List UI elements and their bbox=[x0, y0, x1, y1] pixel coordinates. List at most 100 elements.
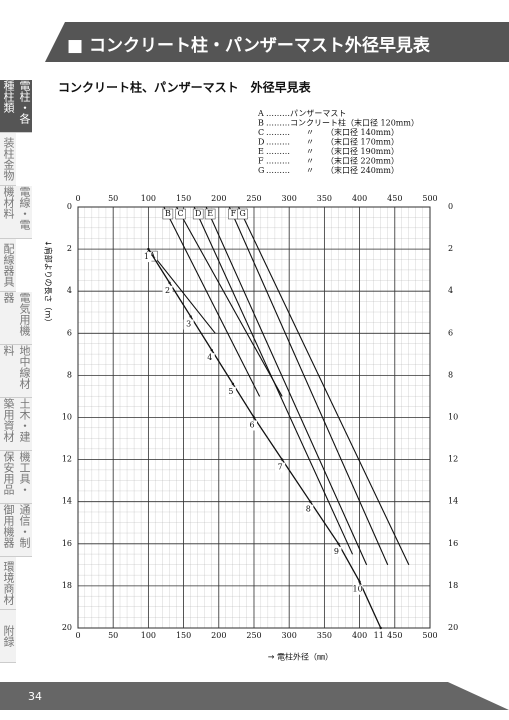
series-line bbox=[147, 248, 216, 334]
point-label: 2 bbox=[165, 286, 170, 295]
series-label: C bbox=[177, 209, 183, 218]
y-tick-label: 0 bbox=[67, 202, 72, 211]
y-tick-label: 8 bbox=[67, 370, 72, 379]
y-tick-label: 20 bbox=[62, 623, 72, 632]
y-tick-label: 10 bbox=[62, 413, 72, 422]
x-tick-label: 50 bbox=[108, 194, 118, 203]
x-tick-label: 450 bbox=[387, 194, 402, 203]
point-label: 1 bbox=[144, 252, 149, 261]
scale-point bbox=[168, 281, 171, 284]
series-label-box bbox=[237, 208, 248, 220]
sidebar-tab[interactable]: 配線器具 bbox=[0, 239, 16, 292]
point-label-box bbox=[303, 504, 314, 515]
y-tick-label: 12 bbox=[62, 455, 72, 464]
series-line bbox=[238, 206, 410, 566]
y-tick-label: 6 bbox=[448, 328, 453, 337]
x-tick-label: 450 bbox=[387, 631, 402, 640]
series-line bbox=[163, 206, 261, 397]
x-tick-label: 100 bbox=[141, 194, 156, 203]
y-tick-label: 18 bbox=[448, 581, 458, 590]
y-tick-label: 16 bbox=[448, 539, 458, 548]
sidebar-tab[interactable]: 通信・制御用機器 bbox=[0, 504, 32, 557]
legend-text: ……… 〃 （末口径 190mm） bbox=[266, 146, 399, 156]
series-label: B bbox=[165, 209, 171, 218]
sidebar-tab[interactable]: 装柱金物 bbox=[0, 133, 16, 186]
sidebar-tab[interactable]: 電線・電機材料 bbox=[0, 186, 32, 239]
series-line bbox=[193, 206, 354, 555]
page-number: 34 bbox=[28, 690, 42, 703]
scale-point bbox=[147, 247, 150, 251]
point-label: 11 bbox=[374, 631, 384, 640]
legend-text: ………パンザーマスト bbox=[266, 109, 346, 118]
footer: 34 bbox=[0, 682, 509, 710]
sidebar-tab[interactable]: 電気用機器 bbox=[0, 292, 32, 345]
y-tick-label: 20 bbox=[448, 623, 458, 632]
x-tick-label: 350 bbox=[317, 631, 332, 640]
point-label: 6 bbox=[249, 421, 254, 430]
x-tick-label: 50 bbox=[108, 631, 118, 640]
sidebar-tab[interactable]: 地中線材料 bbox=[0, 345, 32, 398]
sidebar-tab[interactable]: 電柱・各種柱類 bbox=[0, 80, 32, 133]
point-label-box bbox=[275, 462, 286, 473]
series-label: G bbox=[239, 209, 245, 218]
scale-point bbox=[309, 500, 312, 503]
x-tick-label: 200 bbox=[211, 631, 226, 640]
legend-text: ………コンクリート柱（末口径 120mm） bbox=[266, 118, 419, 128]
series-label: F bbox=[231, 209, 237, 218]
point-label-box bbox=[204, 353, 215, 364]
sidebar-tab[interactable]: 土木・建築用資材 bbox=[0, 398, 32, 451]
legend-text: ……… 〃 （末口径 140mm） bbox=[266, 127, 399, 137]
y-tick-label: 14 bbox=[448, 497, 458, 506]
point-label: 9 bbox=[334, 547, 339, 556]
x-tick-label: 350 bbox=[317, 194, 332, 203]
sidebar-tab[interactable]: 附録 bbox=[0, 610, 16, 663]
legend-key: G bbox=[258, 166, 264, 175]
x-tick-label: 250 bbox=[246, 631, 261, 640]
legend-key: F bbox=[258, 157, 264, 166]
x-tick-label: 300 bbox=[282, 194, 297, 203]
point-label-box bbox=[331, 546, 342, 557]
scale-point bbox=[358, 580, 361, 583]
sidebar-tab[interactable]: 環境商材 bbox=[0, 557, 16, 610]
x-tick-label: 500 bbox=[422, 631, 437, 640]
point-label-box bbox=[352, 584, 363, 595]
x-tick-label: 300 bbox=[282, 631, 297, 640]
series-line bbox=[228, 206, 389, 566]
y-tick-label: 16 bbox=[62, 539, 72, 548]
y-tick-label: 4 bbox=[448, 286, 453, 295]
point-label-box bbox=[225, 386, 236, 397]
legend-key: B bbox=[258, 119, 264, 128]
x-tick-label: 250 bbox=[246, 194, 261, 203]
legend-text: ……… 〃 （末口径 170mm） bbox=[266, 137, 399, 147]
y-tick-label: 12 bbox=[448, 455, 458, 464]
y-tick-label: 2 bbox=[448, 244, 453, 253]
point-label-box bbox=[183, 319, 194, 330]
y-tick-label: 6 bbox=[67, 328, 72, 337]
scale-point bbox=[189, 315, 192, 318]
y-tick-label: 10 bbox=[448, 413, 458, 422]
scale-point bbox=[252, 416, 256, 419]
scale-point bbox=[210, 348, 213, 352]
header-title: ■ コンクリート柱・パンザーマスト外径早見表 bbox=[67, 36, 430, 56]
sidebar-tab[interactable]: 機工具・保安用品 bbox=[0, 451, 32, 504]
scale-point bbox=[379, 626, 382, 630]
y-tick-label: 4 bbox=[67, 286, 72, 295]
point-label: 3 bbox=[186, 319, 191, 328]
x-tick-label: 150 bbox=[176, 194, 191, 203]
point-label-box bbox=[373, 631, 384, 641]
scale-point bbox=[337, 542, 340, 545]
y-axis-label: ↓肩部よりの長さ（m） bbox=[44, 240, 54, 326]
x-tick-label: 400 bbox=[352, 194, 367, 203]
series-label-box bbox=[192, 208, 204, 220]
point-label: 10 bbox=[353, 585, 363, 594]
x-tick-label: 500 bbox=[422, 194, 437, 203]
series-line bbox=[205, 206, 368, 566]
legend-key: E bbox=[258, 147, 264, 156]
x-tick-label: 0 bbox=[75, 194, 80, 203]
y-tick-label: 8 bbox=[448, 370, 453, 379]
y-tick-label: 18 bbox=[62, 581, 72, 590]
point-label-box bbox=[141, 252, 152, 263]
legend-text: ……… 〃 （末口径 240mm） bbox=[266, 165, 399, 175]
